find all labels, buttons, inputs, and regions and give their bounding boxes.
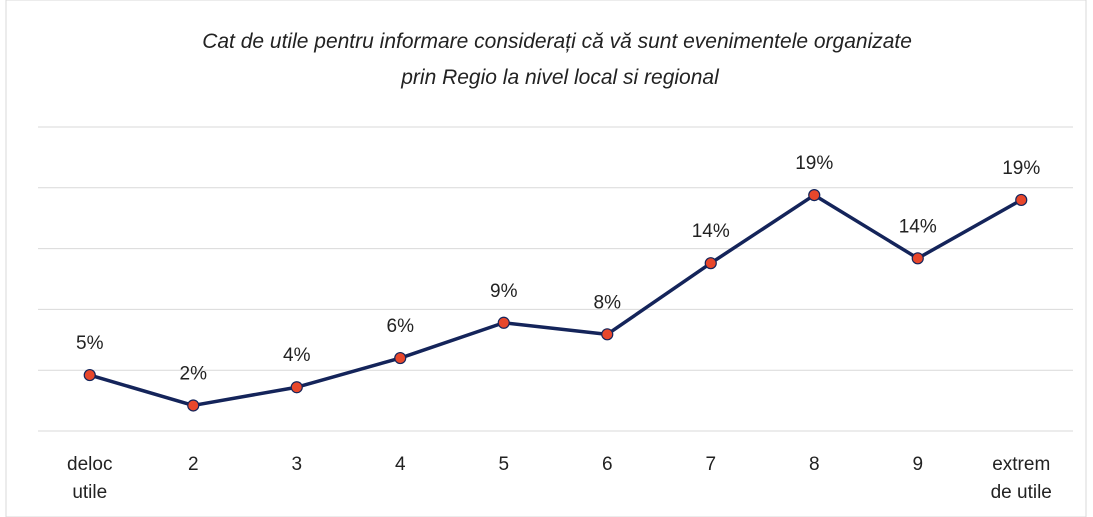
data-point — [911, 252, 924, 265]
data-point — [394, 351, 407, 365]
x-tick-label: 6 — [601, 454, 613, 475]
data-label: 4% — [283, 345, 311, 366]
data-point — [1015, 193, 1028, 207]
data-point — [290, 381, 303, 394]
x-tick-label: extrem de utile — [990, 454, 1052, 503]
data-label: 19% — [795, 153, 833, 174]
x-tick-label: 5 — [498, 454, 510, 475]
data-label: 14% — [899, 216, 937, 237]
data-point — [601, 328, 614, 341]
data-point — [187, 399, 200, 412]
chart-title: Cat de utile pentru informare consideraț… — [202, 30, 918, 89]
data-point — [497, 316, 510, 329]
data-point — [808, 188, 821, 202]
x-tick-label: 8 — [808, 454, 820, 475]
x-tick-label: 3 — [291, 454, 303, 475]
data-label: 8% — [594, 292, 622, 313]
data-label: 6% — [387, 316, 415, 337]
data-label: 5% — [76, 333, 104, 354]
data-label: 2% — [180, 363, 208, 384]
data-label: 14% — [692, 221, 730, 242]
x-tick-label: deloc utile — [67, 454, 113, 503]
x-tick-label: 9 — [912, 454, 924, 475]
data-label: 9% — [490, 281, 518, 302]
data-label: 19% — [1002, 158, 1040, 179]
x-tick-label: 4 — [394, 454, 406, 475]
x-tick-label: 7 — [705, 454, 717, 475]
chart-border — [5, 0, 1087, 517]
x-tick-label: 2 — [187, 454, 199, 475]
data-point — [704, 257, 717, 270]
data-point — [83, 368, 96, 382]
data-line — [89, 193, 1023, 408]
